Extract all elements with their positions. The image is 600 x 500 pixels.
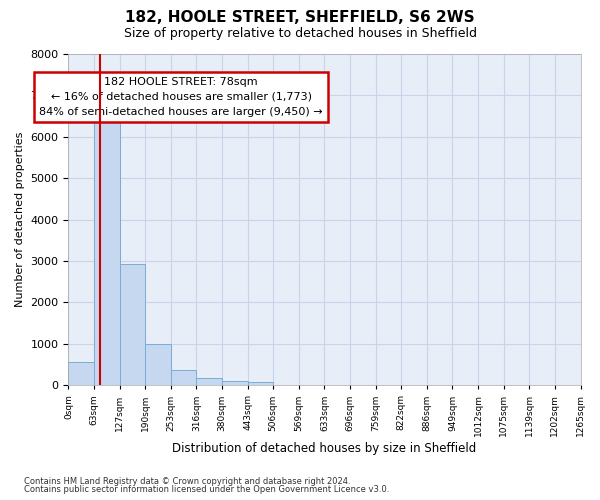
Bar: [119, 264, 145, 386]
Bar: [145, 344, 171, 386]
X-axis label: Distribution of detached houses by size in Sheffield: Distribution of detached houses by size …: [172, 442, 476, 455]
Bar: [222, 380, 248, 386]
Text: 182 HOOLE STREET: 78sqm
← 16% of detached houses are smaller (1,773)
84% of semi: 182 HOOLE STREET: 78sqm ← 16% of detache…: [39, 77, 323, 117]
Y-axis label: Number of detached properties: Number of detached properties: [15, 132, 25, 308]
Text: 182, HOOLE STREET, SHEFFIELD, S6 2WS: 182, HOOLE STREET, SHEFFIELD, S6 2WS: [125, 10, 475, 25]
Bar: [94, 120, 119, 386]
Bar: [248, 382, 273, 386]
Text: Contains public sector information licensed under the Open Government Licence v3: Contains public sector information licen…: [24, 485, 389, 494]
Text: Contains HM Land Registry data © Crown copyright and database right 2024.: Contains HM Land Registry data © Crown c…: [24, 477, 350, 486]
Bar: [68, 362, 94, 386]
Text: Size of property relative to detached houses in Sheffield: Size of property relative to detached ho…: [124, 28, 476, 40]
Bar: [171, 370, 196, 386]
Bar: [196, 378, 222, 386]
